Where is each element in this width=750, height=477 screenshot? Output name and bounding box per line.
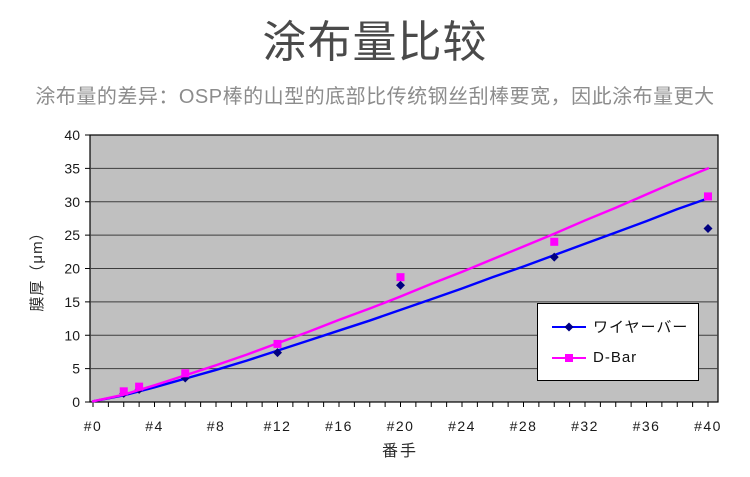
- x-tick-label: #24: [448, 418, 476, 434]
- subtitle: 涂布量的差异：OSP棒的山型的底部比传统钢丝刮棒要宽，因此涂布量更大: [35, 86, 715, 108]
- y-tick-label: 0: [72, 394, 80, 410]
- trend-line: [91, 197, 710, 403]
- x-tick-label: #4: [145, 418, 164, 434]
- x-tick-label: #40: [694, 418, 722, 434]
- y-tick-label: 30: [64, 194, 80, 210]
- y-axis: 0 5 10 15 20 25 30 35 40: [64, 127, 90, 410]
- x-tick-label: #12: [264, 418, 292, 434]
- data-point-square: [135, 382, 144, 391]
- data-point-square: [181, 369, 190, 378]
- x-tick-label: #16: [325, 418, 353, 434]
- data-point-square: [273, 339, 282, 348]
- x-tick-label: #8: [207, 418, 226, 434]
- data-point-square: [396, 273, 405, 282]
- legend-item-wirebar: ワイヤーバー: [552, 316, 694, 337]
- y-tick-label: 5: [72, 361, 80, 377]
- x-tick-label: #28: [510, 418, 538, 434]
- legend-sample-svg: [552, 322, 586, 331]
- legend-label-wirebar: ワイヤーバー: [593, 319, 689, 336]
- x-tick-label: #20: [387, 418, 415, 434]
- x-tick-label: #0: [84, 418, 103, 434]
- x-tick-label: #36: [633, 418, 661, 434]
- x-tick-label: #32: [571, 418, 599, 434]
- y-tick-label: 40: [64, 127, 80, 143]
- y-tick-label: 15: [64, 294, 80, 310]
- wirebar-line-diamond-icon: [552, 320, 586, 334]
- data-point-diamond: [396, 280, 405, 290]
- y-tick-label: 10: [64, 327, 80, 343]
- trend-line: [91, 167, 710, 403]
- legend-sample-svg: [552, 353, 586, 362]
- x-axis-title: 番手: [381, 443, 418, 460]
- y-tick-label: 20: [64, 261, 80, 277]
- data-point-diamond: [273, 348, 282, 358]
- legend-item-dbar: D-Bar: [552, 349, 694, 366]
- series-dbar: [91, 167, 712, 403]
- data-point-diamond: [703, 223, 713, 233]
- x-axis: #0 #4 #8 #12 #16 #20 #24 #28 #32 #36 #40: [84, 402, 722, 434]
- y-axis-title: 膜厚（μm）: [29, 224, 46, 312]
- dbar-line-square-icon: [552, 351, 586, 365]
- page-title: 涂布量比较: [262, 18, 488, 67]
- legend: ワイヤーバー D-Bar: [537, 303, 699, 381]
- y-tick-label: 35: [64, 160, 80, 176]
- y-tick-label: 25: [64, 227, 80, 243]
- data-point-diamond: [549, 252, 559, 262]
- data-point-square: [119, 387, 128, 396]
- data-point-square: [704, 192, 712, 201]
- legend-label-dbar: D-Bar: [593, 349, 638, 366]
- data-point-square: [550, 237, 559, 246]
